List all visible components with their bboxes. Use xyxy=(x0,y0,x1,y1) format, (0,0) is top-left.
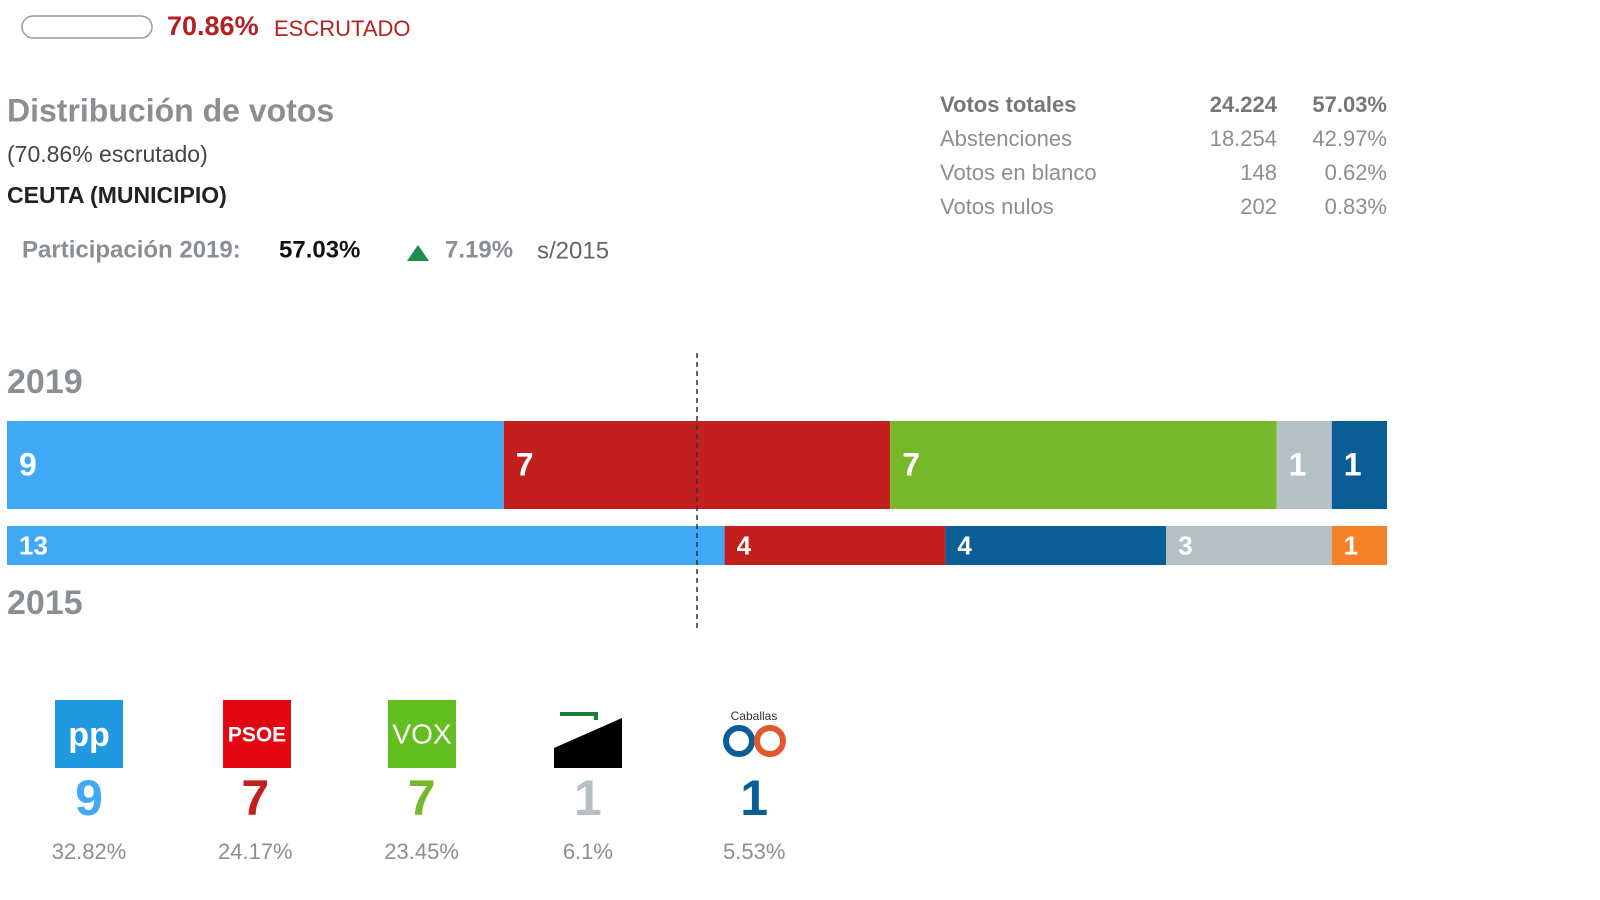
party-percent: 6.1% xyxy=(563,839,613,864)
summary-percent: 57.03% xyxy=(1312,92,1387,117)
progress-label: 70.86% xyxy=(167,11,259,41)
party-seats: 1 xyxy=(740,770,768,826)
seat-label: 1 xyxy=(1344,530,1358,560)
participation-label: Participación 2019: xyxy=(22,236,241,263)
year-label: 2015 xyxy=(7,584,83,622)
seat-label: 3 xyxy=(1178,530,1192,560)
seat-label: 4 xyxy=(737,530,752,560)
party-percent: 32.82% xyxy=(52,839,127,864)
seat-segment xyxy=(945,526,1167,565)
summary-percent: 42.97% xyxy=(1312,126,1387,151)
participation-reference: s/2015 xyxy=(537,237,609,264)
summary-count: 202 xyxy=(1240,194,1277,219)
party-seats: 7 xyxy=(241,770,269,826)
seat-segment xyxy=(7,421,504,509)
seat-segment xyxy=(1331,421,1387,509)
seat-label: 1 xyxy=(1344,446,1362,482)
participation-value: 57.03% xyxy=(279,236,360,263)
seat-label: 9 xyxy=(19,446,37,482)
party-seats: 9 xyxy=(75,770,103,826)
party-percent: 24.17% xyxy=(218,839,293,864)
summary-count: 18.254 xyxy=(1210,126,1277,151)
vox-logo-text: VOX xyxy=(392,718,451,749)
location: CEUTA (MUNICIPIO) xyxy=(7,182,227,208)
mdyc-logo-key xyxy=(560,712,598,720)
party-seats: 1 xyxy=(574,770,602,826)
vox-logo xyxy=(388,700,456,768)
seat-segment xyxy=(1166,526,1332,565)
summary-label: Abstenciones xyxy=(940,126,1072,151)
year-label: 2019 xyxy=(7,363,83,401)
party-percent: 23.45% xyxy=(384,839,459,864)
seat-label: 1 xyxy=(1289,446,1307,482)
seat-label: 7 xyxy=(902,446,920,482)
psoe-logo xyxy=(223,700,291,768)
seat-label: 7 xyxy=(516,446,534,482)
progress-track xyxy=(21,15,153,39)
caballas-ring xyxy=(754,725,786,757)
mdyc-logo xyxy=(554,718,622,768)
party-seats: 7 xyxy=(408,770,436,826)
party-logos: pp PSOE VOX Caballas xyxy=(55,700,786,768)
seat-segment xyxy=(890,421,1277,509)
caballas-logo-text: Caballas xyxy=(731,709,778,723)
caballas-ring xyxy=(723,725,755,757)
up-arrow xyxy=(407,245,429,261)
summary-label: Votos nulos xyxy=(940,194,1054,219)
party-percent: 5.53% xyxy=(723,839,785,864)
participation-change: 7.19% xyxy=(445,236,513,263)
pp-logo-text: pp xyxy=(68,716,110,754)
psoe-logo-text: PSOE xyxy=(228,724,286,747)
section-subtitle: (70.86% escrutado) xyxy=(7,141,208,167)
seat-label: 13 xyxy=(19,530,48,560)
summary-percent: 0.62% xyxy=(1325,160,1387,185)
progress-text: ESCRUTADO xyxy=(274,16,411,41)
seat-segment xyxy=(724,526,946,565)
summary-count: 24.224 xyxy=(1210,92,1278,117)
summary-label: Votos totales xyxy=(940,92,1077,117)
seat-segment xyxy=(7,526,725,565)
seat-label: 4 xyxy=(957,530,972,560)
section-title: Distribución de votos xyxy=(7,92,334,128)
seat-segment xyxy=(1276,421,1332,509)
seat-segment xyxy=(1331,526,1387,565)
summary-percent: 0.83% xyxy=(1325,194,1387,219)
pp-logo xyxy=(55,700,123,768)
summary-label: Votos en blanco xyxy=(940,160,1097,185)
summary-count: 148 xyxy=(1240,160,1277,185)
